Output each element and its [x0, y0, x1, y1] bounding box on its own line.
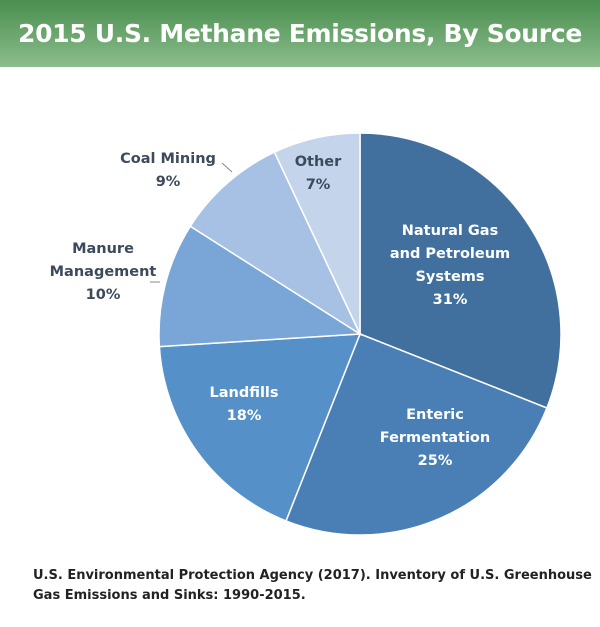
- slice-percent: 31%: [433, 292, 468, 308]
- slice-name: Systems: [415, 269, 484, 285]
- slice-name: and Petroleum: [390, 246, 510, 262]
- slice-percent: 9%: [156, 174, 181, 190]
- pie-slice-other: [273, 132, 361, 335]
- slice-name: Fermentation: [380, 430, 490, 446]
- slice-label: Other 7%: [295, 154, 342, 193]
- slice-name: Natural Gas: [402, 223, 498, 239]
- slice-label: Landfills 18%: [209, 385, 278, 424]
- slice-label: Coal Mining 9%: [120, 151, 216, 190]
- slice-name: Coal Mining: [120, 151, 216, 167]
- slice-name: Management: [50, 264, 157, 280]
- slice-label: Manure Management 10%: [50, 241, 157, 303]
- pie-slice-enteric-fermentation: [285, 333, 548, 536]
- slice-label: Natural Gas and Petroleum Systems 31%: [390, 223, 510, 308]
- slice-name: Landfills: [209, 385, 278, 401]
- slice-percent: 7%: [306, 177, 331, 193]
- slice-label: Enteric Fermentation 25%: [380, 407, 490, 469]
- pie-slice-manure-management: [158, 225, 363, 348]
- slice-percent: 10%: [86, 287, 121, 303]
- leader-line: [221, 162, 233, 173]
- slice-name: Other: [295, 154, 342, 170]
- slice-percent: 18%: [227, 408, 262, 424]
- slice-name: Enteric: [406, 407, 464, 423]
- chart-title: 2015 U.S. Methane Emissions, By Source: [0, 0, 600, 67]
- pie-slice-landfills: [158, 333, 362, 522]
- pie-slice-natural-gas-and-petroleum-systems: [359, 132, 562, 409]
- slice-name: Manure: [72, 241, 134, 257]
- source-citation: U.S. Environmental Protection Agency (20…: [33, 568, 592, 603]
- pie-slice-coal-mining: [189, 151, 362, 337]
- slice-percent: 25%: [418, 453, 453, 469]
